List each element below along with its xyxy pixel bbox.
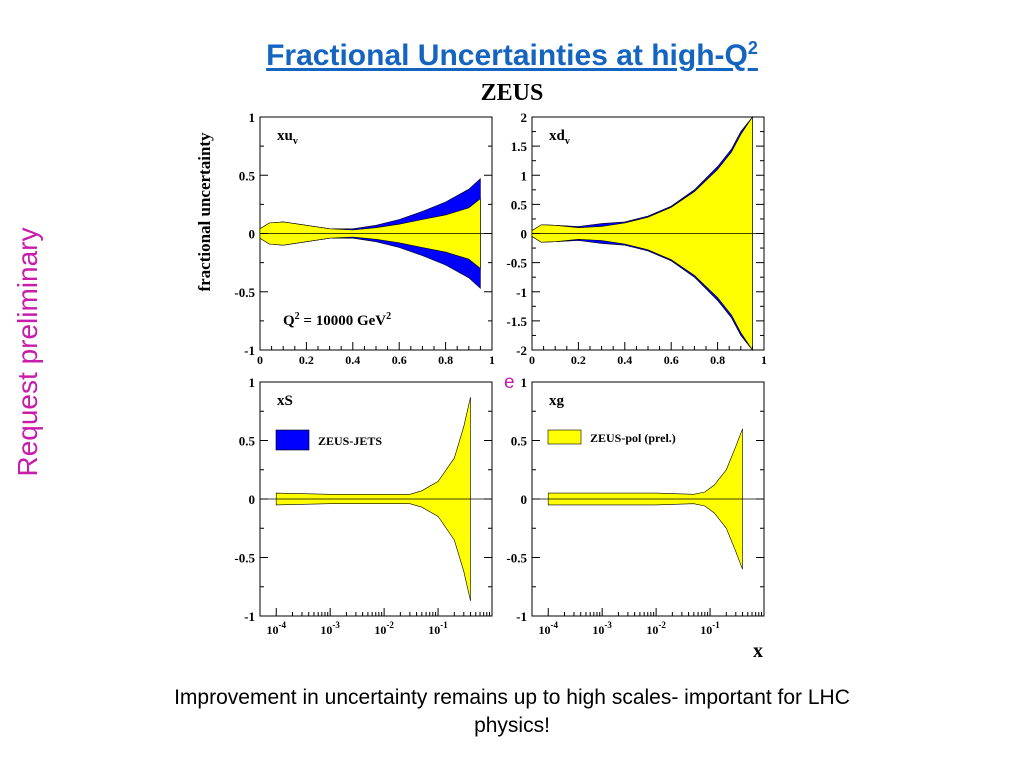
slide-title-text: Fractional Uncertainties at high-Q	[266, 39, 748, 72]
x-tick-label-exp: -2	[658, 620, 666, 630]
q2-annotation-q: Q	[283, 313, 295, 329]
x-tick-label: 10-2	[374, 620, 394, 637]
panel-label: xg	[549, 393, 565, 409]
panel-label-main: xS	[277, 393, 293, 409]
x-tick-label-base: 10	[592, 623, 604, 637]
legend-label: ZEUS-JETS	[318, 434, 382, 448]
q2-annotation: Q2 = 10000 GeV2	[283, 311, 391, 329]
y-tick-label: 0	[521, 227, 528, 242]
y-tick-label: 1	[249, 375, 256, 390]
x-tick-label: 10-1	[700, 620, 720, 637]
x-tick-label-exp: -3	[332, 620, 340, 630]
y-tick-label: -1.5	[506, 314, 527, 329]
chart-panel-2: -2 -1.5 -1 -0.5 0 0.5 1 1.5 2 0 0.2 0.4 0.6 0.8 1 xdv	[506, 110, 767, 367]
x-tick-label: 0.2	[299, 353, 314, 367]
x-tick-label-exp: -4	[278, 620, 286, 630]
x-tick-label: 0.6	[392, 353, 407, 367]
x-tick-label: 10-2	[646, 620, 666, 637]
x-tick-label-exp: -3	[604, 620, 612, 630]
panel-label-subscript: v	[565, 136, 570, 147]
legend-label: ZEUS-pol (prel.)	[590, 431, 676, 445]
x-tick-label: 0	[529, 353, 535, 367]
x-tick-label: 0.2	[571, 353, 586, 367]
q2-annotation-exp2: 2	[386, 311, 391, 322]
x-tick-label: 0.8	[438, 353, 453, 367]
x-tick-label: 0.6	[664, 353, 679, 367]
x-tick-label: 0.4	[345, 353, 360, 367]
panel-label-main: xu	[277, 128, 293, 144]
y-tick-label: 0.5	[239, 434, 256, 449]
x-tick-label-base: 10	[266, 623, 278, 637]
panel-label: xS	[277, 393, 293, 409]
x-tick-label: 10-1	[428, 620, 448, 637]
x-tick-label-base: 10	[700, 623, 712, 637]
zeus-label: ZEUS	[480, 80, 544, 106]
x-tick-label: 10-3	[320, 620, 340, 637]
x-tick-label: 0	[257, 353, 263, 367]
panel-label-subscript: v	[293, 136, 298, 147]
x-tick-label-base: 10	[320, 623, 332, 637]
x-tick-label-exp: -1	[440, 620, 448, 630]
x-tick-label: 1	[489, 353, 495, 367]
x-tick-label-exp: -4	[550, 620, 558, 630]
y-tick-label: 2	[521, 110, 528, 125]
x-tick-label: 10-4	[266, 620, 286, 637]
y-tick-label: -1	[244, 343, 255, 358]
y-tick-label: -0.5	[506, 256, 527, 271]
y-tick-label: 0	[249, 492, 256, 507]
y-tick-label: 1	[521, 168, 528, 183]
y-tick-label: 1.5	[511, 139, 528, 154]
caption-line-1: Improvement in uncertainty remains up to…	[174, 686, 850, 709]
x-tick-label-exp: -2	[386, 620, 394, 630]
x-tick-label-base: 10	[646, 623, 658, 637]
y-tick-label: -2	[516, 343, 527, 358]
x-axis-common-label: x	[753, 640, 763, 662]
y-tick-label: 1	[521, 375, 528, 390]
stray-character: e	[504, 372, 515, 393]
x-tick-label: 10-3	[592, 620, 612, 637]
q2-annotation-value: = 10000 GeV	[300, 313, 387, 329]
y-tick-label: -0.5	[234, 551, 255, 566]
panel-label: xdv	[549, 128, 570, 147]
slide-title-superscript: 2	[747, 38, 758, 58]
panel-label-main: xg	[549, 393, 565, 409]
caption-line-2: physics!	[474, 714, 550, 737]
slide-title: Fractional Uncertainties at high-Q2	[0, 38, 1024, 73]
y-tick-label: 0.5	[511, 197, 528, 212]
y-tick-label: -1	[516, 285, 527, 300]
y-tick-label: 1	[249, 110, 256, 125]
y-tick-label: 0.5	[511, 434, 528, 449]
y-tick-label: -0.5	[506, 551, 527, 566]
x-tick-label-exp: -1	[712, 620, 720, 630]
panel-label: xuv	[277, 128, 298, 147]
y-tick-label: 0	[249, 227, 256, 242]
slide-caption: Improvement in uncertainty remains up to…	[62, 684, 962, 740]
y-tick-label: -0.5	[234, 285, 255, 300]
x-tick-label: 10-4	[538, 620, 558, 637]
panel-label-main: xd	[549, 128, 566, 144]
x-tick-label: 0.4	[617, 353, 632, 367]
y-tick-label: 0.5	[239, 168, 256, 183]
legend-swatch	[547, 429, 582, 445]
y-tick-label: -1	[244, 609, 255, 624]
q2-annotation-exp1: 2	[295, 311, 300, 322]
legend-swatch	[275, 429, 310, 451]
x-tick-label-base: 10	[538, 623, 550, 637]
x-tick-label-base: 10	[428, 623, 440, 637]
x-tick-label-base: 10	[374, 623, 386, 637]
x-tick-label: 0.8	[710, 353, 725, 367]
y-tick-label: -1	[516, 609, 527, 624]
y-tick-label: 0	[521, 492, 528, 507]
x-tick-label: 1	[761, 353, 767, 367]
